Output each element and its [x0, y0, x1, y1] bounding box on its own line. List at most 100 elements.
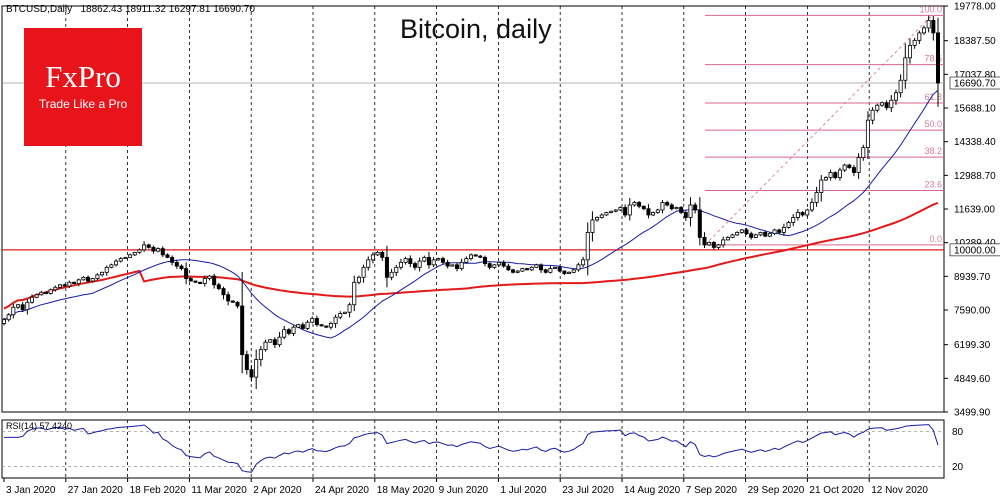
- fxpro-logo: FxPro Trade Like a Pro: [24, 28, 142, 146]
- candle-body: [62, 284, 67, 287]
- candle-body: [809, 202, 814, 211]
- y-tick-label: 7590.00: [954, 305, 991, 316]
- candle-body: [590, 219, 595, 233]
- candle-body: [412, 263, 417, 268]
- candle-body: [76, 279, 81, 284]
- candle-body: [347, 304, 352, 313]
- candle-body: [623, 207, 628, 216]
- candle-body: [296, 324, 301, 328]
- fib-level-label: 50.0: [924, 119, 942, 129]
- candle-body: [398, 261, 403, 268]
- y-tick-label: 14338.40: [954, 137, 996, 148]
- candle-body: [328, 323, 333, 328]
- candle-body: [492, 264, 497, 268]
- candle-body: [216, 284, 221, 289]
- rsi-label: RSI(14) 57.4240: [6, 421, 73, 431]
- candle-body: [506, 265, 511, 271]
- candle-body: [758, 232, 763, 236]
- candle-body: [403, 258, 408, 263]
- candle-body: [735, 232, 740, 236]
- y-tick-label: 17037.80: [954, 70, 996, 81]
- candle-body: [823, 177, 828, 181]
- rsi-panel: [2, 424, 944, 473]
- candle-body: [464, 258, 469, 263]
- y-tick-label: 4849.60: [954, 374, 991, 385]
- candle-body: [693, 204, 698, 211]
- candle-body: [188, 278, 193, 282]
- candle-body: [445, 261, 450, 267]
- candle-body: [244, 354, 249, 370]
- x-tick-label: 11 Mar 2020: [191, 485, 247, 496]
- candle-body: [86, 276, 91, 282]
- price-axis: 19778.00 18387.50 17037.80 15688.10 14338.40…: [944, 2, 1000, 419]
- candle-body: [300, 324, 305, 329]
- candle-body: [20, 304, 25, 311]
- candle-body: [907, 44, 912, 59]
- candle-body: [165, 254, 170, 258]
- candle-body: [847, 164, 852, 168]
- candle-body: [730, 234, 735, 238]
- candle-body: [576, 264, 581, 271]
- candle-body: [739, 229, 744, 233]
- candle-body: [114, 260, 119, 266]
- fib-level-label: 23.6: [924, 180, 942, 190]
- candle-body: [240, 305, 245, 356]
- candle-body: [174, 261, 179, 267]
- candle-body: [118, 258, 123, 262]
- candle-body: [226, 294, 231, 302]
- rsi-level-label: 80: [952, 427, 964, 438]
- candle-body: [137, 249, 142, 253]
- last-price-box: [949, 76, 1000, 90]
- candle-body: [772, 229, 777, 235]
- y-tick-label: 11639.00: [954, 204, 995, 215]
- candle-body: [450, 264, 455, 267]
- candle-body: [193, 280, 198, 283]
- fibonacci-levels: 100.0 78.6 61.8 50.0 38.2 23.6 0.0: [705, 4, 944, 246]
- candle-body: [511, 269, 516, 273]
- candle-body: [198, 281, 203, 284]
- candle-body: [837, 169, 842, 178]
- candle-body: [683, 212, 688, 218]
- candle-body: [753, 234, 758, 238]
- candle-body: [515, 270, 520, 273]
- candle-body: [473, 254, 478, 257]
- candle-body: [637, 202, 642, 207]
- candle-body: [352, 281, 357, 306]
- candle-body: [11, 306, 16, 316]
- candle-body: [384, 256, 389, 278]
- candle-body: [721, 239, 726, 246]
- candle-body: [90, 278, 95, 282]
- candle-body: [688, 204, 693, 218]
- x-tick-label: 1 Jul 2020: [500, 485, 547, 496]
- candle-body: [534, 264, 539, 268]
- candle-body: [618, 207, 623, 211]
- candle-body: [254, 359, 259, 378]
- x-tick-label: 2 Apr 2020: [253, 485, 302, 496]
- candle-body: [212, 275, 217, 286]
- candle-body: [763, 232, 768, 237]
- candle-body: [123, 256, 128, 260]
- candle-body: [81, 276, 86, 281]
- y-tick-label: 15688.10: [954, 104, 996, 115]
- candle-body: [67, 281, 72, 287]
- x-tick-label: 23 Jul 2020: [562, 485, 614, 496]
- candle-body: [100, 271, 105, 276]
- candle-body: [277, 336, 282, 346]
- candle-body: [16, 304, 21, 308]
- support-price-box: [949, 243, 1000, 257]
- candle-body: [286, 329, 291, 334]
- candle-body: [697, 209, 702, 238]
- y-tick-label: 3499.90: [954, 408, 991, 419]
- grid: [1, 5, 945, 479]
- candle-body: [716, 244, 721, 248]
- fib-level-label: 38.2: [924, 146, 942, 156]
- candle-body: [627, 204, 632, 216]
- candle-body: [497, 261, 502, 266]
- candle-body: [557, 266, 562, 272]
- candle-body: [268, 339, 273, 343]
- y-tick-label: 8939.70: [954, 272, 991, 283]
- x-tick-label: 24 Apr 2020: [315, 485, 369, 496]
- candle-body: [170, 256, 175, 263]
